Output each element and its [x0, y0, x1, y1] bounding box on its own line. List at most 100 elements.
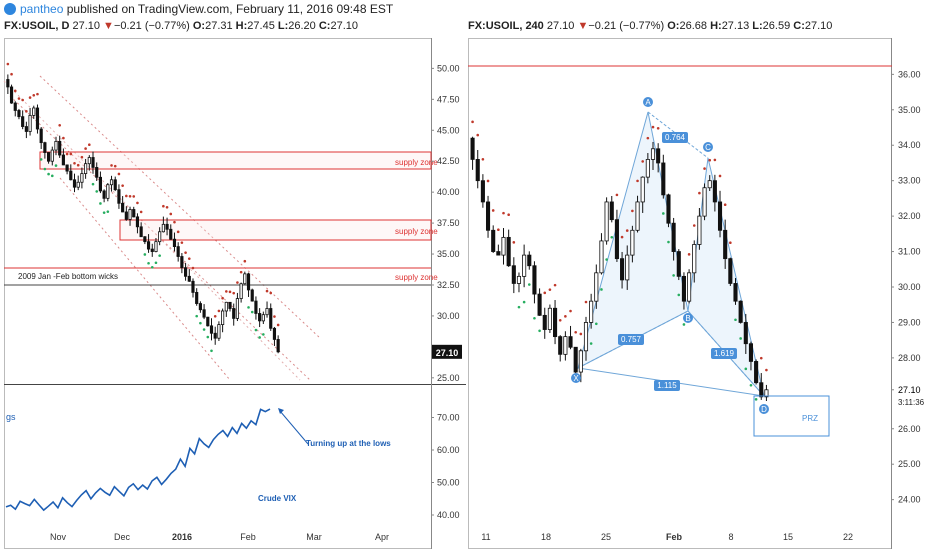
- left-c-label: C:: [318, 20, 331, 32]
- right-candle: [501, 236, 506, 256]
- left-sar-dot: [262, 333, 265, 336]
- left-sar-dot: [158, 254, 161, 257]
- author-link[interactable]: pantheo: [20, 2, 64, 16]
- left-sar-dot: [243, 259, 247, 263]
- right-sar-dot: [522, 300, 526, 304]
- ratio-xb-badge: 0.757: [618, 334, 644, 345]
- right-sar-dot: [641, 160, 644, 163]
- left-high: 27.45: [247, 20, 275, 32]
- left-candle: [132, 209, 136, 218]
- vix-note: Turning up at the lows: [306, 439, 391, 448]
- right-time-tick: 25: [601, 532, 611, 542]
- right-sar-dot: [651, 125, 655, 129]
- left-sar-dot: [169, 212, 173, 216]
- right-candle: [599, 240, 604, 274]
- right-sar-dot: [667, 240, 670, 244]
- left-sar-dot: [84, 147, 87, 150]
- right-sar-dot: [708, 158, 712, 162]
- left-sar-dots: [6, 62, 280, 353]
- right-candle: [748, 343, 754, 362]
- supply-zone-label-1: supply zone: [395, 158, 438, 167]
- left-chart-panel[interactable]: FX:USOIL, D 27.10 ▼−0.21 (−0.77%) O:27.3…: [0, 18, 466, 550]
- right-candle: [511, 265, 516, 284]
- right-sar-dot: [734, 318, 737, 322]
- right-sar-dot: [481, 157, 485, 161]
- ratio-bd-badge: 1.619: [711, 348, 737, 359]
- right-sar-dot: [620, 235, 624, 239]
- left-price-tick: 40.00: [437, 187, 460, 197]
- left-candle: [224, 301, 228, 312]
- right-sar-dot: [744, 367, 748, 371]
- right-sar-dot: [558, 318, 562, 322]
- left-chart-title: FX:USOIL, D 27.10 ▼−0.21 (−0.77%) O:27.3…: [4, 20, 358, 32]
- user-avatar-icon[interactable]: [4, 3, 16, 15]
- left-sar-dot: [62, 136, 65, 140]
- left-candle: [213, 332, 217, 339]
- point-b-badge: B: [683, 313, 693, 323]
- left-candle: [50, 149, 54, 162]
- right-time-tick: 22: [843, 532, 853, 542]
- down-arrow-icon: ▼: [577, 20, 589, 32]
- left-sar-dot: [28, 96, 32, 99]
- right-sar-dot: [497, 228, 500, 232]
- ratio-bd-label: 1.619: [714, 349, 735, 358]
- right-candle: [764, 389, 769, 398]
- right-sar-dot: [703, 167, 706, 170]
- left-candle: [254, 300, 258, 314]
- left-sar-dot: [273, 315, 276, 318]
- right-sar-dot: [579, 332, 583, 336]
- right-symbol[interactable]: FX:USOIL, 240: [468, 20, 544, 32]
- left-candle: [21, 116, 25, 127]
- left-sar-dot: [136, 201, 139, 205]
- left-candle: [139, 226, 143, 238]
- point-c-label: C: [705, 143, 711, 152]
- right-candle: [738, 300, 743, 323]
- left-candle: [261, 314, 265, 322]
- vix-left-label: gs: [6, 412, 16, 422]
- right-chart-canvas[interactable]: PRZ X A B C D 0.764 0.757 1.619 1.115 36…: [466, 18, 932, 550]
- right-candle: [604, 201, 609, 242]
- right-h-label: H:: [710, 20, 722, 32]
- publish-header: pantheo published on TradingView.com, Fe…: [0, 0, 932, 18]
- left-candle: [183, 267, 188, 277]
- left-price-axis: 50.00 47.50 45.00 42.50 40.00 37.50 35.00 32.50…: [431, 63, 462, 383]
- right-candle: [470, 137, 475, 160]
- left-candle: [243, 273, 247, 285]
- left-candle: [272, 327, 277, 340]
- left-sar-dot: [13, 89, 17, 93]
- right-sar-dot: [677, 293, 681, 297]
- right-candle: [723, 229, 728, 260]
- right-candle: [640, 176, 645, 203]
- left-candle: [258, 313, 262, 322]
- right-chart-panel[interactable]: FX:USOIL, 240 27.10 ▼−0.21 (−0.77%) O:26…: [466, 18, 932, 550]
- right-price-tick: 28.00: [898, 353, 921, 363]
- left-candle: [65, 164, 69, 172]
- left-candle: [124, 211, 128, 220]
- right-open: 26.68: [679, 20, 708, 32]
- ratio-ac-label: 0.764: [665, 133, 686, 142]
- left-sar-dot: [65, 152, 69, 156]
- left-candle: [109, 179, 114, 186]
- left-candle: [158, 231, 162, 243]
- right-price-tick: 24.00: [898, 495, 921, 505]
- left-change: −0.21 (−0.77%): [113, 20, 190, 32]
- ratio-ac-badge: 0.764: [662, 132, 688, 143]
- channel-lower-line: [59, 177, 231, 381]
- left-chart-canvas[interactable]: supply zone supply zone supply zone 2009…: [0, 18, 466, 550]
- right-sar-dot: [729, 241, 732, 245]
- left-symbol[interactable]: FX:USOIL, D: [4, 20, 70, 32]
- left-time-tick: Nov: [50, 532, 67, 542]
- right-sar-dot: [718, 174, 722, 178]
- right-last: 27.10: [546, 20, 575, 32]
- left-candle: [98, 176, 103, 192]
- vix-arrow-head-icon: [278, 408, 284, 414]
- right-price-axis: 36.00 35.00 34.00 33.00 32.00 31.00 30.00 29.00…: [891, 69, 921, 505]
- right-candle: [712, 180, 717, 203]
- right-candle: [496, 251, 501, 256]
- right-sar-dot: [749, 383, 753, 387]
- left-sar-dot: [206, 335, 210, 339]
- right-chart-title: FX:USOIL, 240 27.10 ▼−0.21 (−0.77%) O:26…: [468, 20, 832, 32]
- left-candle: [276, 339, 280, 353]
- right-sar-dot: [502, 211, 505, 215]
- left-open: 27.31: [205, 20, 233, 32]
